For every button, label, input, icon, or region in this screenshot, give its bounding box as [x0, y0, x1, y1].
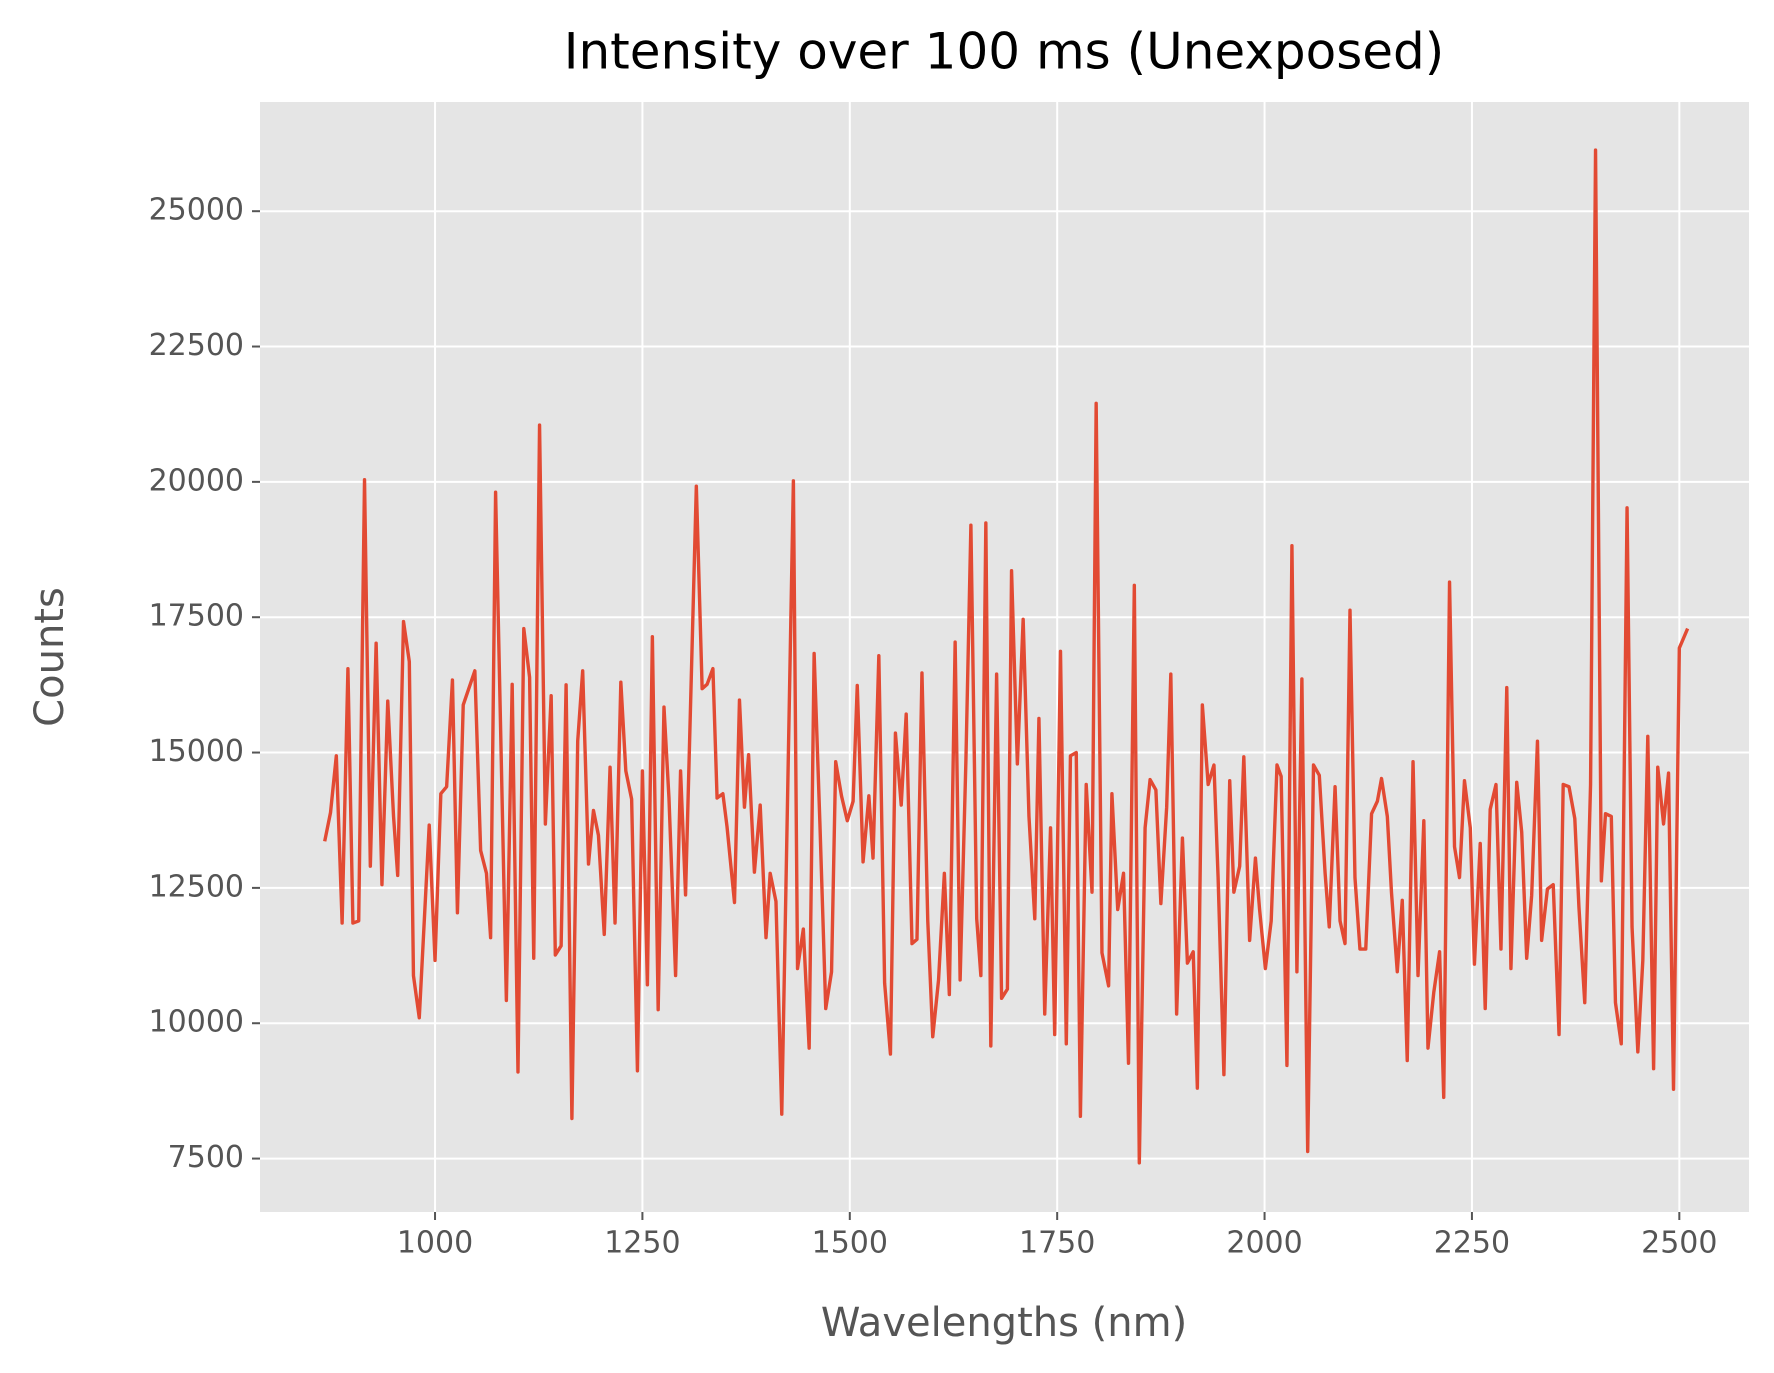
y-tick-label: 15000	[149, 734, 244, 769]
x-tick-label: 1250	[604, 1226, 680, 1261]
y-tick-label: 17500	[149, 599, 244, 634]
x-tick-label: 1500	[812, 1226, 888, 1261]
data-line	[323, 148, 1690, 1165]
x-tick-label: 2000	[1226, 1226, 1302, 1261]
x-tick-label: 2500	[1641, 1226, 1717, 1261]
plot-area	[260, 102, 1749, 1212]
y-tick-label: 12500	[149, 869, 244, 904]
y-tick-label: 7500	[168, 1140, 244, 1175]
x-axis-label: Wavelengths (nm)	[821, 1300, 1187, 1346]
x-tick-label: 1000	[397, 1226, 473, 1261]
y-tick-label: 22500	[149, 328, 244, 363]
x-tick-label: 2250	[1434, 1226, 1510, 1261]
chart-title: Intensity over 100 ms (Unexposed)	[564, 23, 1445, 81]
y-tick-label: 10000	[149, 1005, 244, 1040]
y-tick-label: 20000	[149, 463, 244, 498]
y-axis-label: Counts	[27, 587, 73, 727]
x-tick-label: 1750	[1019, 1226, 1095, 1261]
y-tick-label: 25000	[149, 193, 244, 228]
